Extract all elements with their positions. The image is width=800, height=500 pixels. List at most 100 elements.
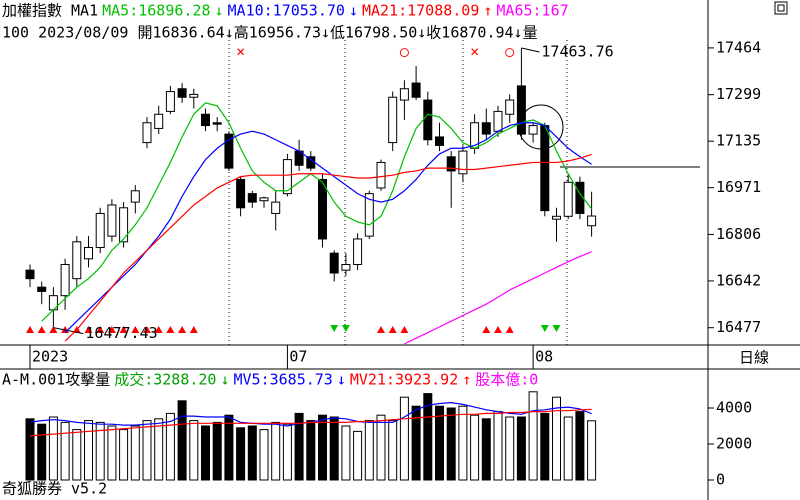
up-marker [119, 326, 128, 333]
candle-body [154, 113, 164, 129]
volume-bar [306, 420, 316, 481]
legend-entry: ↓ [337, 371, 346, 389]
info-line: 100 2023/08/09 開16836.64↓高16956.73↓低1679… [2, 24, 538, 42]
footer: 奇狐勝券 v5.2 [2, 480, 107, 498]
candle-body [72, 241, 82, 280]
volume-bar [84, 420, 93, 481]
volume-bar [318, 414, 327, 481]
candle-body [236, 178, 246, 209]
up-marker [37, 326, 46, 333]
up-marker [494, 326, 502, 333]
legend-entry: MA65:167 [496, 2, 568, 20]
volume-bar [282, 423, 292, 481]
volume-bar [540, 412, 550, 481]
up-marker [377, 326, 385, 333]
legend-entry: A-M.001攻擊量 [2, 371, 110, 389]
volume-bar [72, 429, 82, 481]
up-marker [84, 326, 93, 333]
up-marker [482, 326, 491, 333]
volume-bar [329, 416, 339, 481]
candle-body [177, 88, 187, 98]
y-tick-label: 17299 [716, 85, 761, 103]
legend-entry: ↓ [215, 2, 224, 20]
candle-body [364, 193, 374, 237]
volume-bar [563, 416, 573, 481]
volume-bar [505, 416, 515, 481]
legend-entry: ↓ [349, 2, 358, 20]
plot: × ○ × ○ 17463.76 16477.43 [25, 42, 614, 481]
legend-entry: ↓ [220, 371, 229, 389]
down-marker [540, 325, 549, 332]
candle-body [493, 110, 503, 132]
candle-body [212, 122, 222, 125]
volume-bar [587, 420, 597, 481]
legend-entry: 股本億:0 [475, 371, 538, 389]
down-marker [330, 325, 339, 332]
candle-body [552, 215, 561, 220]
y-tick-label: 16477 [716, 318, 761, 336]
volume-bar [481, 418, 491, 481]
ma-line [29, 408, 592, 437]
ma-line [41, 102, 593, 322]
y-tick-label: 16971 [716, 178, 761, 196]
volume-bar [189, 420, 199, 481]
x-tick-label: 2023 [32, 348, 68, 366]
candle-body [376, 161, 386, 189]
volume-bar [388, 420, 398, 481]
candle-body [25, 269, 35, 280]
y-tick-label: 17135 [716, 132, 761, 150]
window-button-icon [777, 4, 785, 12]
ma-line [64, 153, 592, 342]
annotation: 16477.43 [85, 324, 157, 342]
volume-bar [552, 396, 561, 481]
volume-bar [107, 425, 117, 481]
down-marker [552, 325, 561, 332]
annotation: 17463.76 [541, 42, 613, 60]
legend-entry: 加權指數 MA1 [2, 2, 98, 20]
up-marker [107, 326, 116, 333]
window-button[interactable] [774, 1, 788, 15]
candle-body [528, 125, 538, 135]
candle-body [446, 156, 456, 172]
volume-bar [177, 400, 187, 481]
volume-bar [575, 411, 585, 481]
volume-bar [364, 420, 374, 481]
period-label[interactable]: 日線 [739, 349, 769, 367]
signal: ○ [400, 43, 409, 61]
volume-bar [458, 405, 468, 481]
volume-bar [119, 429, 129, 481]
candle-body [318, 178, 327, 240]
y-tick-label: 16806 [716, 225, 761, 243]
legend-entry: MA21:17088.09 [362, 2, 479, 20]
x-tick-label: 08 [535, 348, 553, 366]
up-marker [388, 326, 397, 333]
legend-entry: MA5:16896.28 [102, 2, 210, 20]
candle-body [130, 190, 140, 203]
signal: × [470, 43, 479, 61]
candle-body [224, 133, 234, 169]
volume-bar [154, 418, 164, 481]
candle-body [282, 159, 292, 195]
volume-bar [142, 420, 152, 481]
down-marker [341, 325, 350, 332]
candle-body [84, 246, 93, 260]
annotation-leader [53, 327, 84, 335]
up-marker [49, 326, 58, 333]
candle-body [119, 207, 129, 243]
legend-entry: MV5:3685.73 [234, 371, 333, 389]
y-tick-label: 16642 [716, 271, 761, 289]
volume-bar [165, 412, 175, 481]
signal: ○ [505, 43, 514, 61]
volume-bar [95, 421, 105, 481]
candle-body [505, 99, 515, 115]
volume-bar [130, 425, 140, 481]
candle-body [259, 197, 269, 202]
candle-body [388, 96, 398, 144]
legend-entry: MA10:17053.70 [228, 2, 345, 20]
volume-bar [224, 414, 234, 481]
up-marker [505, 326, 514, 333]
volume-bar [271, 421, 281, 481]
volume-bar [516, 416, 526, 481]
candle-body [411, 82, 421, 98]
candle-body [563, 181, 573, 217]
